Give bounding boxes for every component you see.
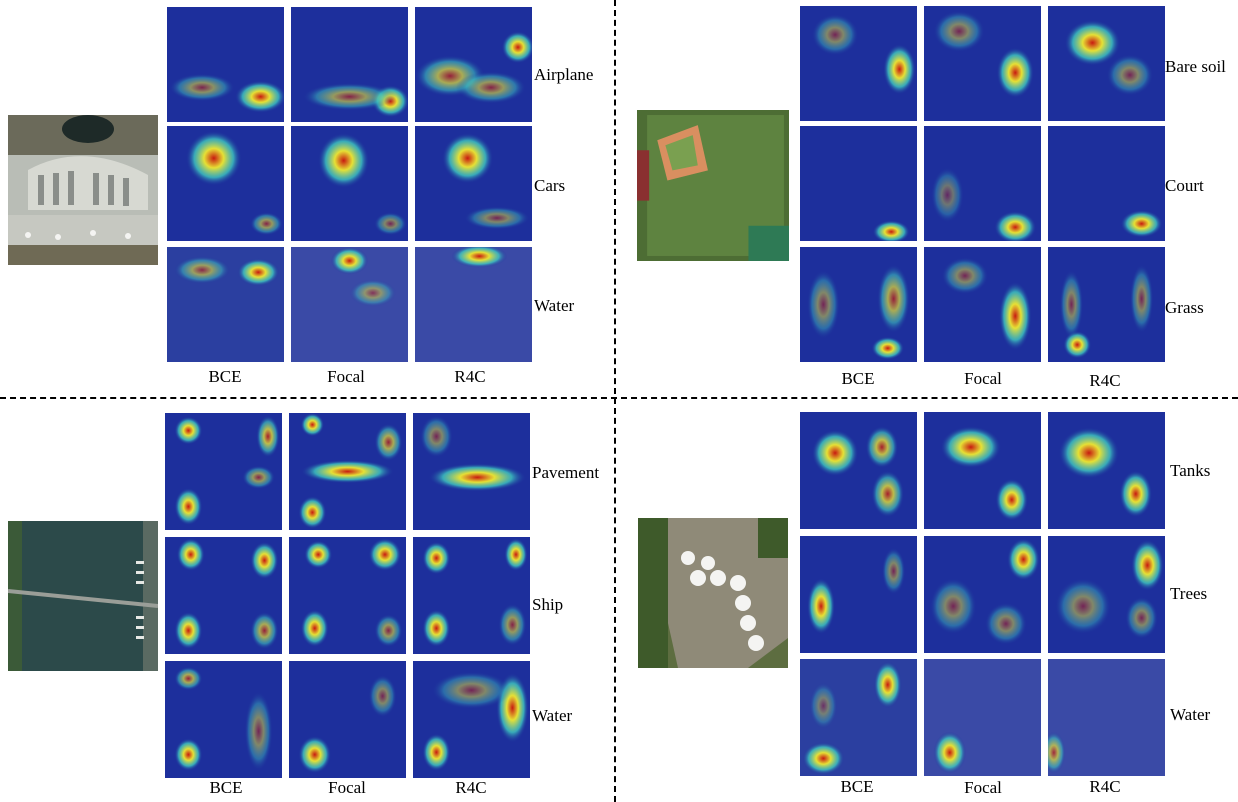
row-label: Ship	[532, 595, 564, 614]
column-label: BCE	[209, 778, 243, 797]
source-image-tanks	[638, 518, 788, 668]
column-label: R4C	[455, 778, 487, 797]
heatmap-airport-water-r4c	[415, 247, 532, 362]
heatmap-airport-airplane-bce	[167, 7, 284, 122]
panel-bridge: Pavement Ship Water BCE Focal R4C	[0, 400, 615, 802]
heatmap-baseball-grass-r4c	[1048, 247, 1165, 362]
panel-baseball: Bare soil Court Grass BCE Focal R4C	[617, 0, 1238, 398]
heatmap-tanks-trees-focal	[924, 536, 1041, 653]
heatmap-airport-water-focal	[291, 247, 408, 362]
heatmap-airport-airplane-focal	[291, 7, 408, 122]
heatmap-tanks-water-focal	[924, 659, 1041, 776]
heatmap-airport-cars-bce	[167, 126, 284, 241]
column-label: Focal	[327, 367, 365, 386]
heatmap-tanks-tanks-bce	[800, 412, 917, 529]
heatmap-tanks-trees-r4c	[1048, 536, 1165, 653]
row-label: Bare soil	[1165, 57, 1226, 76]
heatmap-tanks-tanks-r4c	[1048, 412, 1165, 529]
heatmap-bridge-water-focal	[289, 661, 406, 778]
heatmap-tanks-trees-bce	[800, 536, 917, 653]
heatmap-tanks-water-r4c	[1048, 659, 1165, 776]
heatmap-baseball-court-focal	[924, 126, 1041, 241]
heatmap-baseball-grass-focal	[924, 247, 1041, 362]
source-image-baseball	[637, 110, 789, 261]
heatmap-airport-cars-r4c	[415, 126, 532, 241]
column-label: Focal	[328, 778, 366, 797]
source-image-airport	[8, 115, 158, 265]
heatmap-baseball-grass-bce	[800, 247, 917, 362]
row-label: Tanks	[1170, 461, 1211, 480]
heatmap-bridge-pavement-focal	[289, 413, 406, 530]
heatmap-airport-water-bce	[167, 247, 284, 362]
row-label: Pavement	[532, 463, 600, 482]
row-label: Water	[532, 706, 573, 725]
panel-tanks: Tanks Trees Water BCE Focal R4C	[617, 400, 1238, 802]
vertical-divider	[614, 0, 616, 802]
source-image-bridge	[8, 521, 158, 671]
heatmap-airport-cars-focal	[291, 126, 408, 241]
column-label: Focal	[964, 369, 1002, 388]
horizontal-divider	[0, 397, 1238, 399]
heatmap-bridge-ship-focal	[289, 537, 406, 654]
heatmap-bridge-water-bce	[165, 661, 282, 778]
row-label: Water	[1170, 705, 1211, 724]
column-label: Focal	[964, 778, 1002, 797]
row-label: Cars	[534, 176, 566, 195]
row-label: Trees	[1170, 584, 1208, 603]
heatmap-airport-airplane-r4c	[415, 7, 532, 122]
panel-airport: Airplane Cars Water BCE Focal R4C	[0, 0, 615, 398]
row-label: Grass	[1165, 298, 1204, 317]
column-label: BCE	[840, 777, 874, 796]
heatmap-baseball-court-bce	[800, 126, 917, 241]
row-label: Water	[534, 296, 575, 315]
heatmap-tanks-water-bce	[800, 659, 917, 776]
column-label: BCE	[841, 369, 875, 388]
heatmap-baseball-bare-soil-r4c	[1048, 6, 1165, 121]
heatmap-tanks-tanks-focal	[924, 412, 1041, 529]
column-label: BCE	[208, 367, 242, 386]
column-label: R4C	[454, 367, 486, 386]
heatmap-bridge-pavement-bce	[165, 413, 282, 530]
heatmap-baseball-bare-soil-focal	[924, 6, 1041, 121]
heatmap-bridge-water-r4c	[413, 661, 530, 778]
row-label: Court	[1165, 176, 1204, 195]
column-label: R4C	[1089, 777, 1121, 796]
heatmap-bridge-pavement-r4c	[413, 413, 530, 530]
heatmap-baseball-court-r4c	[1048, 126, 1165, 241]
heatmap-bridge-ship-r4c	[413, 537, 530, 654]
column-label: R4C	[1089, 371, 1121, 390]
heatmap-baseball-bare-soil-bce	[800, 6, 917, 121]
heatmap-bridge-ship-bce	[165, 537, 282, 654]
row-label: Airplane	[534, 65, 594, 84]
